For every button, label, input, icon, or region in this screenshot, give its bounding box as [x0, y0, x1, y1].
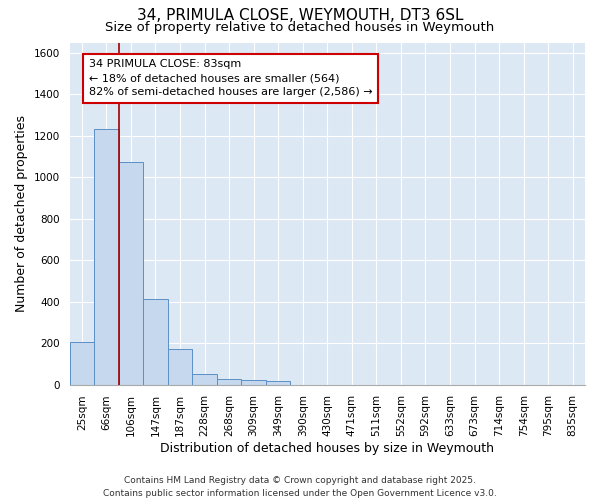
Text: 34, PRIMULA CLOSE, WEYMOUTH, DT3 6SL: 34, PRIMULA CLOSE, WEYMOUTH, DT3 6SL [137, 8, 463, 22]
Bar [143, 298, 168, 384]
Bar [94, 128, 119, 384]
Bar [70, 342, 94, 384]
Bar [168, 350, 192, 384]
Bar [192, 374, 217, 384]
Bar [217, 380, 241, 384]
Text: 34 PRIMULA CLOSE: 83sqm
← 18% of detached houses are smaller (564)
82% of semi-d: 34 PRIMULA CLOSE: 83sqm ← 18% of detache… [89, 59, 372, 97]
Bar [266, 382, 290, 384]
Y-axis label: Number of detached properties: Number of detached properties [15, 115, 28, 312]
Bar [119, 162, 143, 384]
X-axis label: Distribution of detached houses by size in Weymouth: Distribution of detached houses by size … [160, 442, 494, 455]
Text: Size of property relative to detached houses in Weymouth: Size of property relative to detached ho… [106, 22, 494, 35]
Bar [241, 380, 266, 384]
Text: Contains HM Land Registry data © Crown copyright and database right 2025.
Contai: Contains HM Land Registry data © Crown c… [103, 476, 497, 498]
